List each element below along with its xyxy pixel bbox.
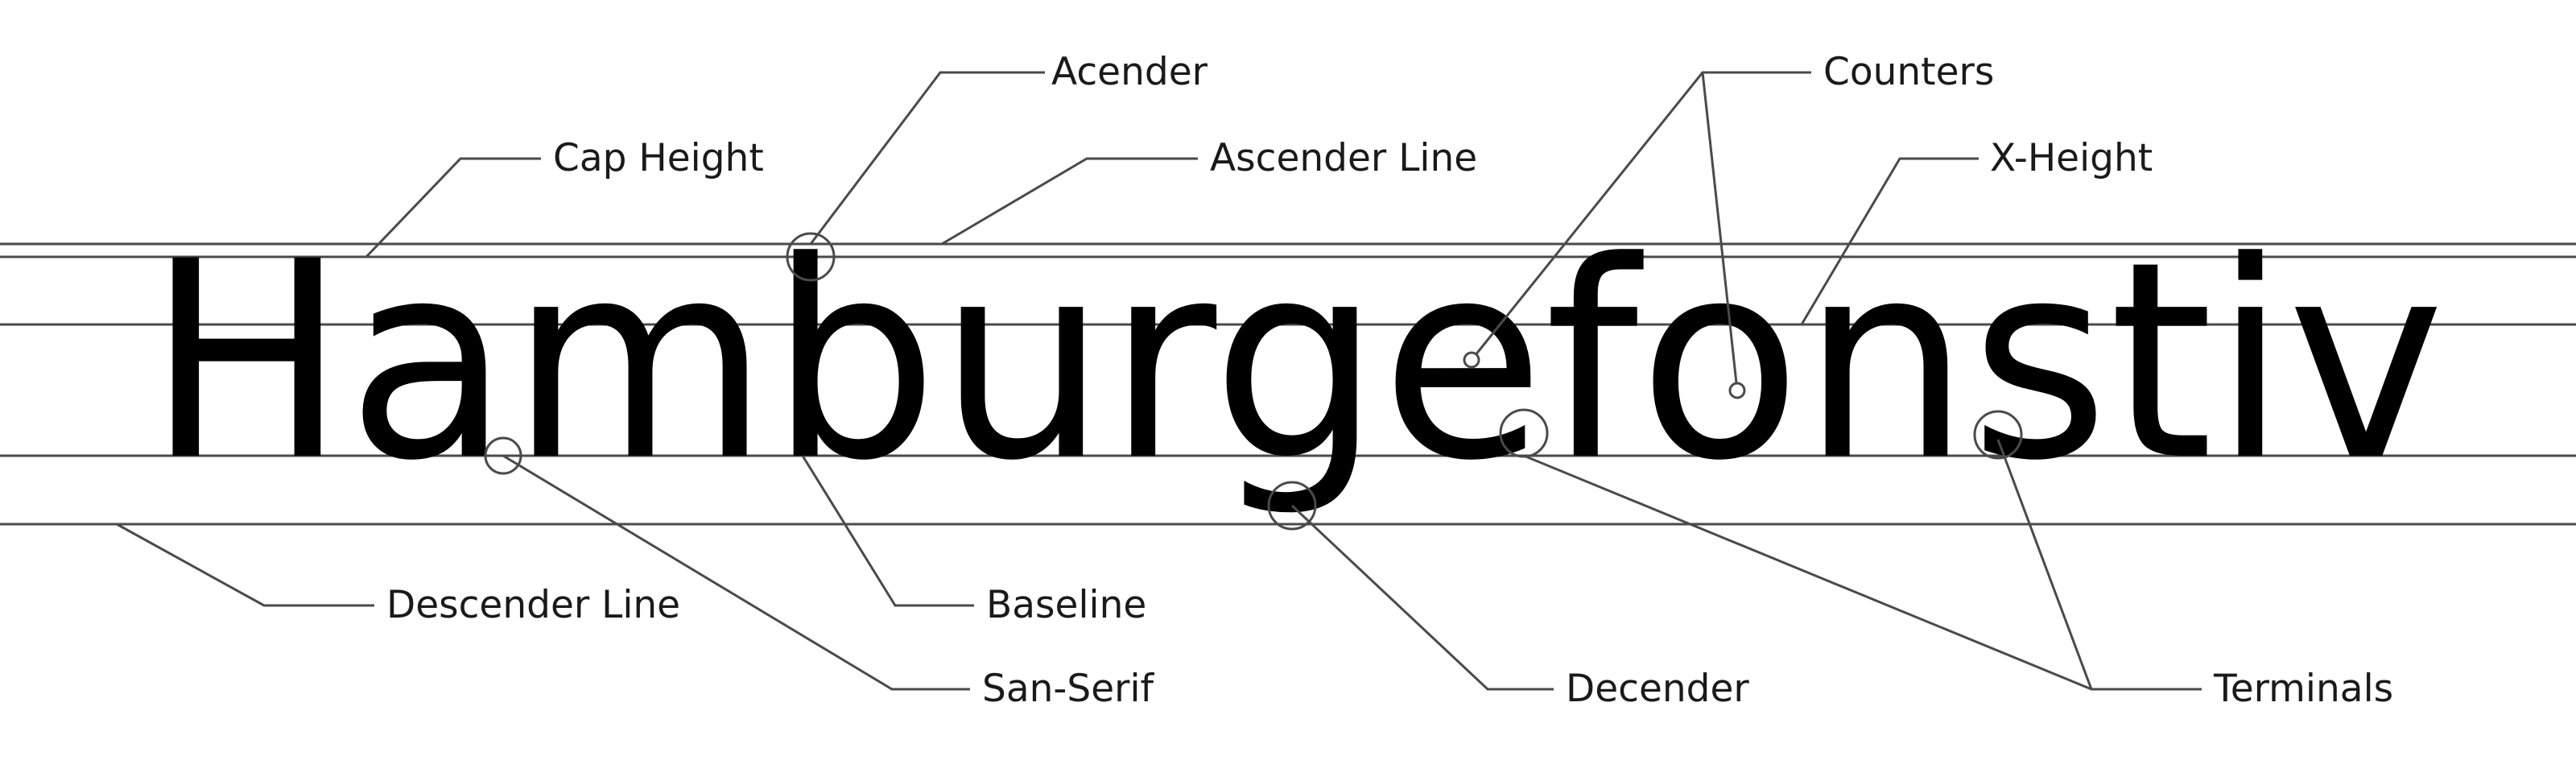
acender-leader (809, 71, 1045, 245)
label-x-height: X-Height (1990, 136, 2153, 180)
label-acender: Acender (1051, 50, 1208, 94)
callout-labels: Acender Cap Height Ascender Line Counter… (386, 50, 2393, 711)
specimen-word: Hamburgefonstiv (147, 203, 2445, 520)
label-cap-height: Cap Height (553, 136, 764, 180)
guide-lines (0, 242, 2576, 526)
label-counters: Counters (1823, 50, 1994, 94)
cap-height-leader (365, 157, 541, 258)
counters-leader-o (1701, 72, 1739, 391)
label-decender: Decender (1566, 667, 1749, 711)
x-height-leader (1800, 157, 1979, 325)
descender-line-leader (116, 523, 374, 607)
leader-lines (116, 71, 2202, 691)
san-serif-leader (502, 454, 970, 691)
label-san-serif: San-Serif (982, 667, 1155, 711)
decender-marker (1267, 481, 1317, 531)
baseline-leader (801, 455, 974, 607)
counter-dot-e (1463, 351, 1480, 369)
terminal-marker-s (1973, 410, 2023, 460)
label-descender-line: Descender Line (386, 583, 680, 627)
decender-leader (1290, 504, 1554, 691)
label-ascender-line: Ascender Line (1210, 136, 1477, 180)
san-serif-marker (484, 436, 522, 475)
terminals-leader-s (1996, 439, 2093, 690)
ascender-line-leader (941, 157, 1198, 246)
counter-dot-o (1728, 382, 1746, 399)
terminal-marker-e (1499, 408, 1549, 458)
label-baseline: Baseline (986, 583, 1146, 627)
label-terminals: Terminals (2213, 667, 2393, 711)
markers (484, 232, 2023, 531)
acender-marker (786, 232, 836, 282)
